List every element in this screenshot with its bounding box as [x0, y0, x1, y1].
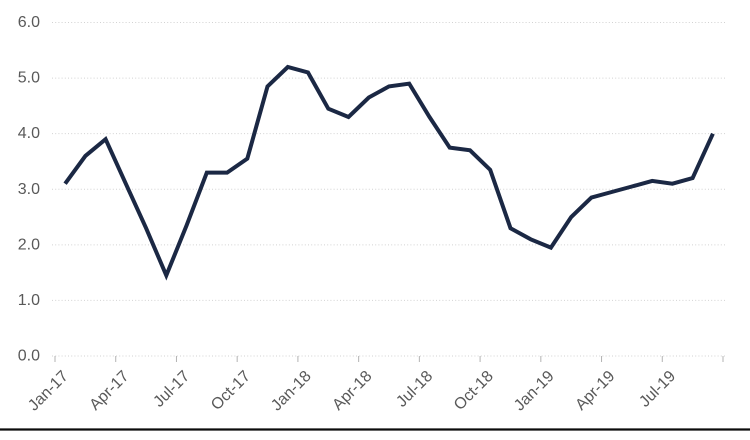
x-axis-tick-label: Jul-17	[150, 368, 193, 411]
y-axis-tick-label: 4.0	[18, 125, 40, 142]
x-axis-tick-label: Apr-19	[572, 368, 618, 414]
x-axis-tick-label: Jul-18	[393, 368, 436, 411]
x-axis-tick-label: Oct-18	[451, 368, 497, 414]
series-line	[63, 64, 715, 281]
x-axis-tick-label: Jul-19	[636, 368, 679, 411]
y-axis-tick-label: 0.0	[18, 348, 40, 365]
y-axis-tick-label: 2.0	[18, 236, 40, 253]
y-axis-tick-label: 5.0	[18, 70, 40, 87]
x-axis-tick-label: Oct-17	[208, 368, 254, 414]
x-axis-tick-label: Jan-19	[511, 368, 558, 415]
y-axis-tick-label: 6.0	[18, 14, 40, 31]
x-axis-group: Jan-17 Apr-17 Jul-17 Oct-17 Jan-18 Apr-18 Jul-…	[25, 356, 724, 415]
y-axis-labels-group: 0.0 1.0 2.0 3.0 4.0 5.0 6.0	[18, 14, 40, 365]
x-axis-tick-label: Jan-17	[25, 368, 72, 415]
x-axis-tick-label: Apr-18	[329, 368, 375, 414]
x-axis-tick-label: Apr-17	[87, 368, 133, 414]
y-axis-tick-label: 1.0	[18, 292, 40, 309]
series-group	[63, 64, 715, 281]
x-axis-tick-label: Jan-18	[268, 368, 315, 415]
y-axis-tick-label: 3.0	[18, 181, 40, 198]
gridlines-group	[52, 22, 725, 357]
